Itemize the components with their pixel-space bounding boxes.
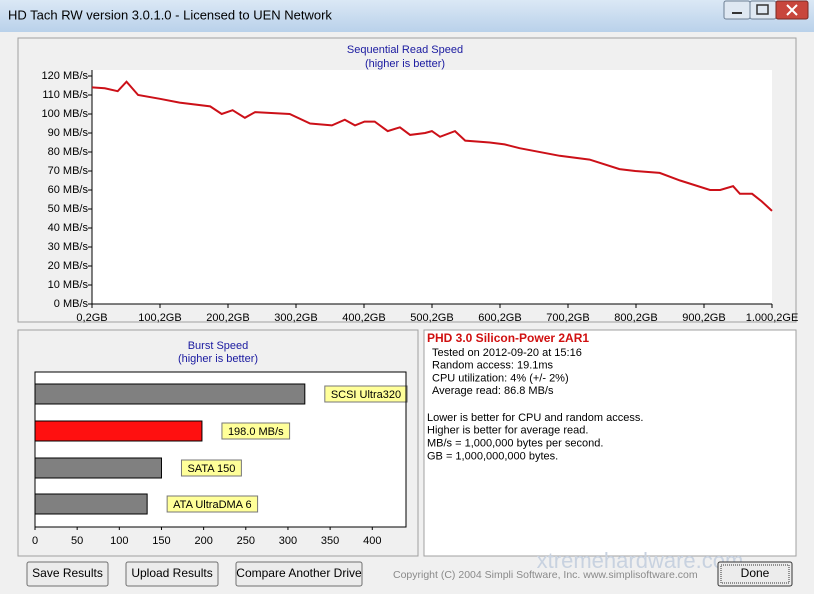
bar-label-box (324, 385, 408, 403)
x-tick-label: 900,2GB (682, 312, 725, 324)
y-tick-label: 110 MB/s (42, 89, 88, 101)
info-panel (423, 329, 797, 557)
read-speed-line (91, 80, 773, 212)
bar (34, 457, 162, 479)
x-tick-label: 800,2GB (614, 312, 657, 324)
x-tick-label: 100 (110, 535, 128, 547)
y-tick-label: 60 MB/s (48, 184, 89, 196)
button[interactable]: Upload Results (125, 561, 219, 587)
info-line: Random access: 19.1ms (432, 360, 554, 372)
button-focus[interactable] (720, 564, 790, 584)
x-tick-label: 200 (194, 535, 212, 547)
title-bar (0, 0, 814, 32)
info-note: GB = 1,000,000,000 bytes. (427, 450, 558, 462)
button-label[interactable]: Done (741, 566, 770, 580)
bar-label: ATA UltraDMA 6 (173, 499, 251, 511)
bar (34, 493, 148, 515)
button-face[interactable] (125, 561, 219, 587)
x-tick-label: 600,2GB (478, 312, 521, 324)
x-tick-label: 0,2GB (76, 312, 107, 324)
y-tick-label: 80 MB/s (48, 146, 89, 158)
bar-label-box (166, 495, 259, 513)
x-tick-label: 700,2GB (546, 312, 589, 324)
x-tick-label: 300,2GB (274, 312, 317, 324)
button-label[interactable]: Upload Results (131, 566, 212, 580)
burst-plot-frame (34, 371, 407, 528)
y-tick-label: 120 MB/s (42, 70, 89, 82)
x-tick-label: 100,2GB (138, 312, 181, 324)
watermark: xtremehardware.com (537, 548, 744, 573)
button-face[interactable] (717, 561, 793, 587)
window-controls[interactable] (723, 0, 809, 20)
x-tick-label: 250 (237, 535, 255, 547)
info-heading: PHD 3.0 Silicon-Power 2AR1 (427, 331, 589, 345)
button-face[interactable] (235, 561, 363, 587)
x-tick-label: 1.000,2GE (746, 312, 799, 324)
info-note: MB/s = 1,000,000 bytes per second. (427, 438, 603, 450)
y-tick-label: 100 MB/s (42, 108, 89, 120)
y-tick-label: 20 MB/s (48, 260, 89, 272)
x-tick-label: 200,2GB (206, 312, 249, 324)
info-line: Average read: 86.8 MB/s (432, 385, 554, 397)
x-tick-label: 0 (32, 535, 38, 547)
button[interactable]: Compare Another Drive (235, 561, 363, 587)
read-plot-area (92, 70, 772, 304)
burst-title: Burst Speed (188, 340, 249, 352)
y-tick-label: 30 MB/s (48, 241, 89, 253)
info-line: CPU utilization: 4% (+/- 2%) (432, 372, 569, 384)
copyright: Copyright (C) 2004 Simpli Software, Inc.… (393, 569, 698, 581)
bar-label-box (221, 422, 291, 440)
info-line: Tested on 2012-09-20 at 15:16 (432, 347, 582, 359)
x-tick-label: 500,2GB (410, 312, 453, 324)
bar-label-box (180, 459, 242, 477)
bar-label: SATA 150 (187, 463, 235, 475)
y-tick-label: 40 MB/s (48, 222, 89, 234)
window-title: HD Tach RW version 3.0.1.0 - Licensed to… (8, 7, 332, 22)
info-note: Higher is better for average read. (427, 425, 588, 437)
y-tick-label: 70 MB/s (48, 165, 89, 177)
x-tick-label: 50 (71, 535, 83, 547)
read-subtitle: (higher is better) (365, 58, 445, 70)
bar-label: 198.0 MB/s (228, 426, 284, 438)
x-tick-label: 150 (152, 535, 170, 547)
info-note: Lower is better for CPU and random acces… (427, 412, 643, 424)
y-tick-label: 50 MB/s (48, 203, 89, 215)
button-face[interactable] (26, 561, 109, 587)
read-title: Sequential Read Speed (347, 44, 463, 56)
x-tick-label: 350 (321, 535, 339, 547)
y-tick-label: 10 MB/s (48, 279, 89, 291)
button[interactable]: Done (717, 561, 793, 587)
y-tick-label: 0 MB/s (54, 298, 89, 310)
y-tick-label: 90 MB/s (48, 127, 89, 139)
bar-label: SCSI Ultra320 (331, 389, 401, 401)
x-tick-label: 400 (363, 535, 381, 547)
button-label[interactable]: Save Results (32, 566, 103, 580)
burst-subtitle: (higher is better) (178, 353, 258, 365)
button[interactable]: Save Results (26, 561, 109, 587)
x-tick-label: 300 (279, 535, 297, 547)
x-tick-label: 400,2GB (342, 312, 385, 324)
bar (34, 383, 306, 405)
bar (34, 420, 203, 442)
button-label[interactable]: Compare Another Drive (236, 566, 362, 580)
